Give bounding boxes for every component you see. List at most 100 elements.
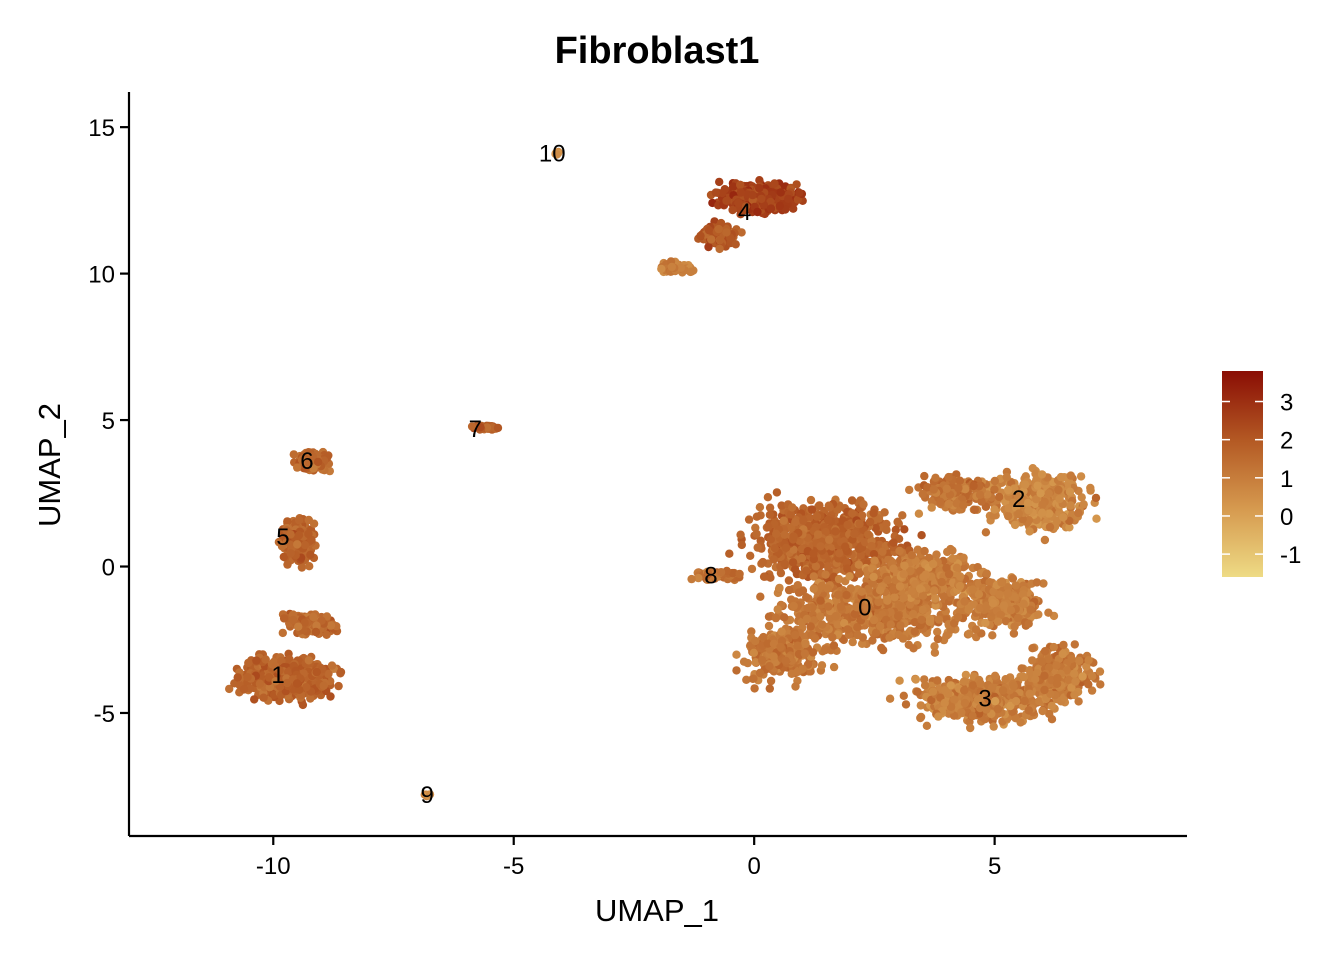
cell-point [467, 422, 477, 431]
cell-point [1088, 672, 1097, 681]
cell-point [864, 596, 873, 605]
cell-point [780, 530, 789, 539]
cell-point [286, 540, 295, 549]
cell-point [1070, 690, 1079, 700]
cell-point [850, 529, 859, 538]
cell-point [854, 560, 863, 569]
cell-point [973, 695, 982, 705]
cell-point [948, 546, 957, 555]
cell-point [950, 619, 959, 628]
cell-point [309, 612, 318, 622]
cell-point [836, 602, 846, 611]
cell-point [845, 572, 854, 581]
cell-point [1052, 661, 1061, 670]
cell-point [976, 679, 985, 688]
cell-point [750, 684, 759, 693]
cell-point [886, 620, 895, 629]
cell-point [294, 516, 304, 525]
cell-point [1020, 480, 1030, 489]
cell-point [901, 700, 911, 709]
cell-point [1016, 718, 1025, 727]
cell-point [917, 615, 926, 624]
cell-point [875, 621, 885, 631]
cell-point [791, 682, 800, 691]
cell-point [863, 603, 872, 612]
cell-point [283, 517, 292, 526]
cell-point [823, 562, 832, 571]
cell-point [829, 641, 839, 650]
cell-point [309, 519, 319, 528]
cell-point [1032, 495, 1041, 504]
cell-point [313, 457, 323, 467]
cell-point [1046, 689, 1055, 699]
cell-point [327, 661, 337, 670]
cell-point [869, 550, 879, 559]
cell-point [765, 662, 774, 671]
cell-point [905, 600, 915, 609]
cell-point [1079, 500, 1088, 509]
cell-point [929, 485, 938, 494]
cell-point [955, 581, 965, 591]
cell-point [831, 527, 840, 536]
cell-point [909, 644, 918, 653]
cell-point [982, 705, 991, 714]
cell-point [829, 662, 839, 672]
cell-point [1032, 578, 1042, 587]
cell-point [747, 564, 757, 574]
cell-point [944, 472, 953, 482]
cell-point [334, 681, 343, 691]
cell-point [752, 529, 761, 539]
cell-point [946, 702, 956, 711]
cell-point [244, 658, 253, 668]
cell-point [960, 597, 969, 606]
cell-point [800, 649, 810, 658]
cell-point [773, 605, 782, 614]
cell-point [880, 508, 889, 517]
cell-point [1038, 706, 1047, 716]
cell-point [932, 550, 941, 559]
cell-point [831, 612, 840, 621]
cell-point [961, 485, 970, 494]
cell-point [1004, 485, 1013, 495]
cell-point [326, 621, 336, 630]
cell-point [898, 634, 908, 643]
cell-point [895, 582, 905, 591]
cell-point [1074, 508, 1083, 518]
cell-point [905, 485, 914, 495]
cell-point [304, 656, 313, 665]
cell-point [1087, 686, 1097, 695]
cell-point [975, 490, 985, 499]
cell-point [746, 551, 755, 560]
cell-point [294, 530, 304, 540]
cell-point [736, 530, 745, 539]
cell-point [799, 516, 808, 525]
cell-point [777, 501, 786, 510]
cell-point [1009, 498, 1018, 507]
cell-point [835, 549, 844, 558]
cell-point [1024, 506, 1033, 515]
cell-point [940, 698, 949, 708]
cell-point [939, 592, 948, 601]
cell-point [1024, 619, 1033, 628]
cell-point [755, 503, 765, 512]
cell-point [758, 557, 768, 567]
cell-point [1003, 589, 1013, 598]
cell-point [1010, 622, 1019, 631]
cell-point [848, 509, 857, 518]
cell-point [749, 648, 759, 657]
cell-point [1011, 697, 1021, 706]
cell-point [853, 630, 862, 640]
cell-point [1010, 520, 1020, 530]
cell-point [788, 503, 797, 512]
cell-point [764, 522, 773, 532]
cell-point [770, 544, 780, 553]
cell-point [780, 613, 789, 622]
cell-point [859, 500, 868, 509]
cell-point [974, 590, 984, 599]
cell-point [990, 485, 999, 494]
cell-point [895, 676, 904, 685]
cell-point [817, 581, 827, 591]
cell-point [833, 590, 843, 599]
cell-point [1026, 669, 1035, 678]
cell-point [308, 452, 318, 461]
